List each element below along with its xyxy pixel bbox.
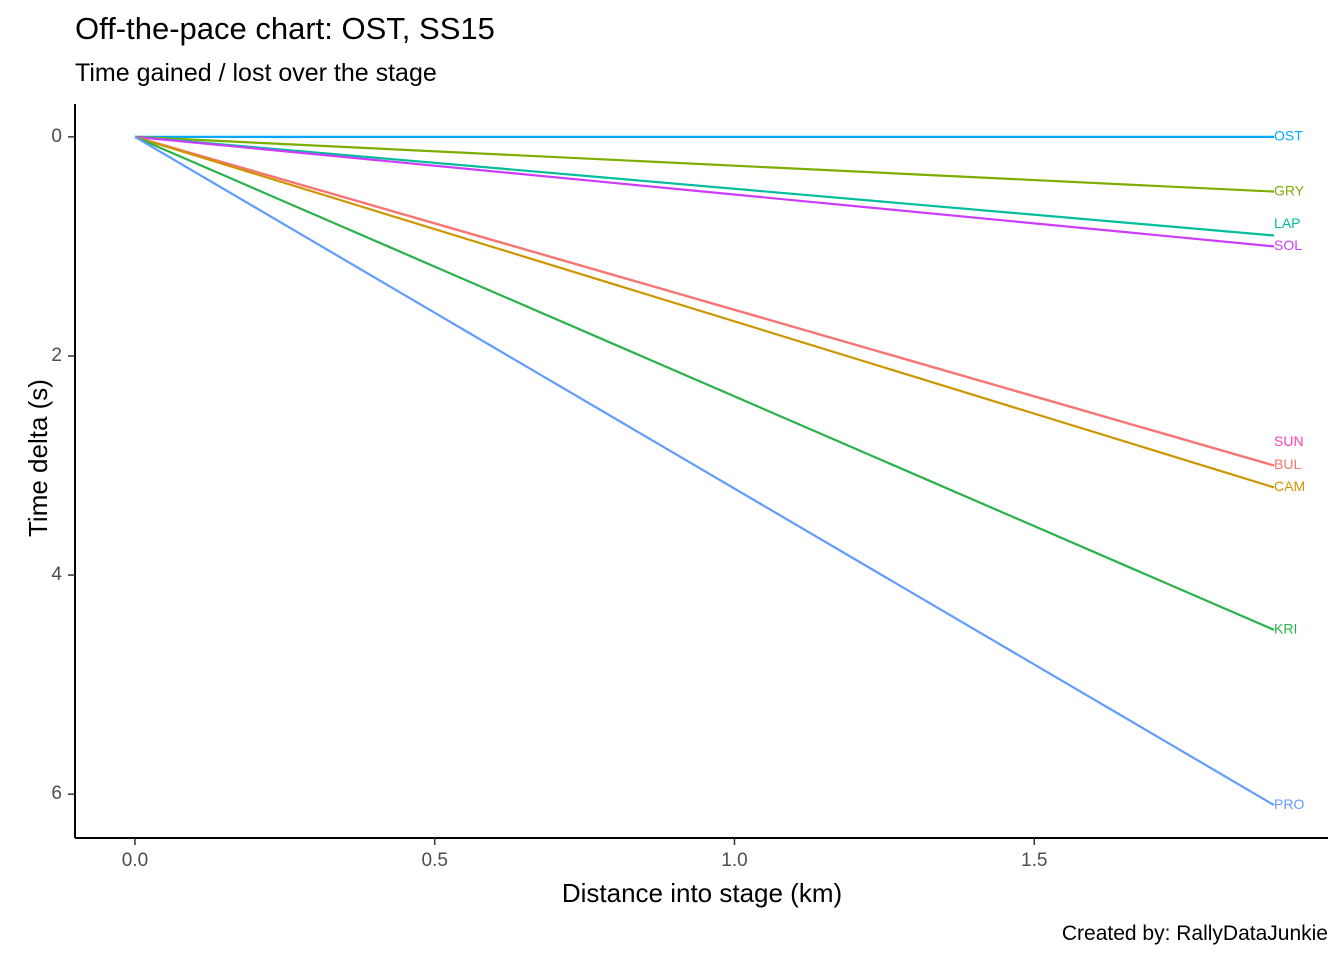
- axes: 0.0 0.5 1.0 1.5 0 2 4 6: [51, 104, 1328, 871]
- y-tick-label: 6: [51, 783, 62, 804]
- series-line-pro: [134, 135, 1275, 807]
- y-tick-label: 4: [51, 564, 62, 585]
- series-label-gry: GRY: [1274, 182, 1305, 198]
- series-label-sun: SUN: [1274, 433, 1304, 449]
- x-tick-label: 0.0: [122, 850, 148, 871]
- chart-subtitle: Time gained / lost over the stage: [75, 59, 437, 87]
- series-label-lap: LAP: [1274, 215, 1300, 231]
- series-end-labels: OST GRY LAP SOL SUN BUL CAM KRI PRO: [1274, 128, 1305, 812]
- series-line-kri: [134, 135, 1275, 631]
- x-tick-label: 1.0: [721, 850, 747, 871]
- chart-title: Off-the-pace chart: OST, SS15: [75, 11, 495, 46]
- series-line-lap: [134, 135, 1275, 237]
- series-label-pro: PRO: [1274, 796, 1304, 812]
- series-label-cam: CAM: [1274, 478, 1305, 494]
- y-axis-label: Time delta (s): [23, 379, 53, 537]
- chart-caption: Created by: RallyDataJunkie: [1061, 922, 1328, 945]
- series-label-bul: BUL: [1274, 456, 1301, 472]
- x-tick-label: 0.5: [422, 850, 448, 871]
- series-line-sol: [134, 135, 1275, 248]
- series-line-cam: [134, 135, 1275, 489]
- y-tick-label: 2: [51, 345, 62, 366]
- series-line-gry: [134, 135, 1275, 193]
- series-label-sol: SOL: [1274, 237, 1302, 253]
- y-tick-label: 0: [51, 126, 62, 147]
- x-axis-label: Distance into stage (km): [561, 878, 843, 908]
- x-tick-label: 1.5: [1021, 850, 1047, 871]
- series-label-kri: KRI: [1274, 621, 1297, 637]
- series-line-bul: [134, 135, 1275, 467]
- series-lines: [134, 135, 1275, 807]
- series-label-ost: OST: [1274, 128, 1303, 144]
